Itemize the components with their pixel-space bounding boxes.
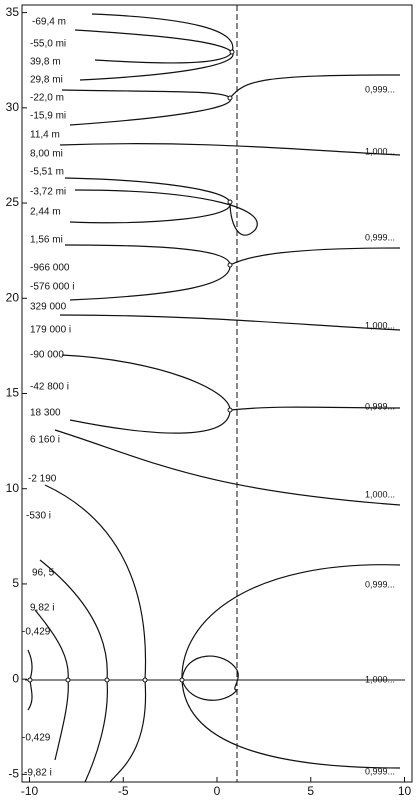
curve-label: -3,72 mi [30,187,66,198]
curve-label: 0,999... [365,401,395,411]
curve-label: 2,44 m [30,207,61,218]
curve-label: 9,82 i [30,603,54,614]
curve-label: -90 000 [30,350,64,361]
curve-label: -2 190 [28,474,57,485]
curve-label: 0,999... [365,579,395,589]
curve-label: 0,999... [365,766,395,776]
curve-label: 0,999... [365,232,395,242]
y-tick-label: 35 [6,5,20,19]
y-tick-label: 15 [6,386,20,400]
curve-label: 6 160 i [30,435,60,446]
curve-label: 0,999... [365,84,395,94]
curve-label: -966 000 [30,263,70,274]
y-tick-label: 0 [12,671,19,685]
x-tick-label: 5 [307,784,314,798]
curve-label: -0,429 [22,733,51,744]
y-tick-label: 20 [6,290,20,304]
curve-label: 11,4 m [30,130,60,141]
curve-label: -22,0 m [30,93,64,104]
curve-label: -15,9 mi [30,111,66,122]
curve-label: 329 000 [30,302,67,313]
curve-label: -69,4 m [32,17,66,28]
x-tick-label: -5 [118,784,129,798]
y-tick-label: 5 [12,576,19,590]
curve-label: -0,429 [22,627,51,638]
curve-label: 39,8 m [30,57,61,68]
curve-label: -530 i [26,511,51,522]
curve-label: 1,000... [365,146,395,156]
x-tick-label: 10 [398,784,412,798]
x-tick-label: -10 [21,784,39,798]
curve-label: 1,56 mi [30,235,63,246]
curve-label: -576 000 i [30,282,74,293]
curve-label: -55,0 mi [30,39,66,50]
curve-label: 29,8 mi [30,75,63,86]
contour-curves [27,13,401,783]
curve-label: -5,51 m [30,167,64,178]
curve-label: 18 300 [30,408,61,419]
zero-points [27,49,235,683]
curve-label: 96, 5 [32,568,55,579]
curve-label: -42 800 i [30,382,69,393]
curve-label: 1,000... [365,674,395,684]
curve-label: 179 000 i [30,325,71,336]
curve-label: 1,000... [365,489,395,499]
y-tick-label: 30 [6,100,20,114]
curve-label: 8,00 mi [30,149,63,160]
x-tick-label: 0 [214,784,221,798]
curve-label: -9,82 i [24,768,52,779]
y-tick-label: 10 [6,481,20,495]
y-tick-label: -5 [8,767,19,781]
y-tick-label: 25 [6,195,20,209]
curve-label: 1,000... [365,320,395,330]
